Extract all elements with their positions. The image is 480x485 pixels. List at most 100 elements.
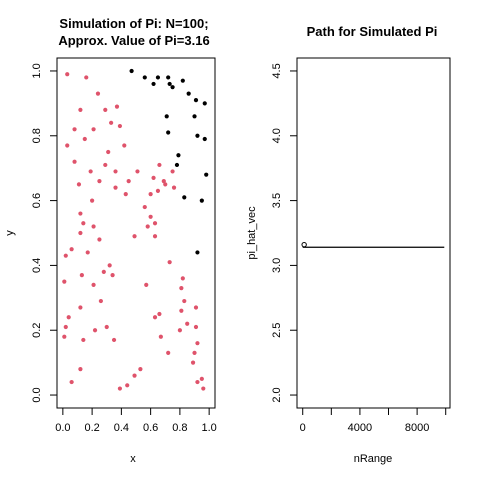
line-y-tick-label: 2.0: [271, 387, 283, 402]
point-inside: [78, 107, 83, 112]
point-outside: [180, 78, 185, 83]
scatter-x-tick-label: 0.4: [114, 422, 129, 434]
point-inside: [182, 298, 187, 304]
line-x-tick-label: 8000: [405, 422, 429, 434]
point-inside: [97, 179, 102, 184]
point-inside: [81, 221, 86, 226]
point-inside: [110, 273, 115, 278]
point-inside: [193, 305, 199, 310]
line-plot-frame: [296, 57, 451, 409]
scatter-x-tick-label: 0.6: [143, 422, 158, 434]
point-inside: [65, 72, 70, 77]
point-inside: [152, 315, 158, 320]
point-inside: [142, 204, 147, 210]
point-outside: [155, 75, 161, 80]
point-inside: [138, 367, 143, 372]
point-inside: [63, 253, 68, 258]
point-inside: [199, 376, 204, 381]
point-inside: [78, 367, 83, 372]
scatter-title: Simulation of Pi: N=100;: [59, 16, 208, 31]
scatter-x-tick-label: 1.0: [201, 422, 216, 434]
point-inside: [72, 159, 77, 164]
point-inside: [69, 379, 74, 385]
scatter-y-tick-label: 0.8: [31, 128, 43, 143]
scatter-y-axis: 0.0 0.2 0.4 0.6 0.8 1.0: [31, 63, 58, 403]
point-inside: [106, 149, 111, 155]
point-outside: [195, 250, 200, 255]
point-inside: [157, 311, 162, 317]
line-y-tick-label: 3.5: [271, 193, 283, 208]
point-inside: [148, 214, 153, 219]
point-inside: [81, 337, 86, 343]
point-inside: [97, 237, 102, 242]
point-inside: [157, 162, 162, 168]
line-y-axis: 2.0 2.5 3.0 3.5 4.0 4.5: [271, 63, 298, 403]
point-inside: [69, 247, 74, 252]
point-inside: [91, 282, 96, 287]
point-inside: [95, 91, 101, 96]
point-inside: [195, 379, 200, 385]
point-inside: [78, 305, 83, 310]
point-inside: [190, 360, 196, 365]
point-inside: [152, 221, 158, 226]
point-outside: [192, 114, 197, 119]
scatter-y-tick-label: 1.0: [31, 63, 43, 78]
scatter-x-tick-label: 0.8: [172, 422, 187, 434]
point-inside: [62, 279, 67, 284]
point-inside: [192, 350, 197, 356]
scatter-y-tick-label: 0.6: [31, 193, 43, 208]
point-outside: [176, 153, 181, 158]
point-inside: [180, 276, 185, 281]
point-inside: [84, 75, 89, 80]
point-inside: [111, 337, 117, 343]
scatter-y-tick-label: 0.0: [31, 387, 43, 402]
point-inside: [126, 179, 131, 184]
point-inside: [103, 107, 108, 112]
point-inside: [92, 328, 98, 333]
point-inside: [78, 211, 83, 216]
point-outside: [195, 133, 200, 138]
scatter-xlabel: x: [130, 453, 136, 465]
point-inside: [63, 324, 68, 330]
point-inside: [167, 260, 172, 265]
point-inside: [117, 386, 123, 391]
point-inside: [132, 373, 137, 378]
point-outside: [166, 75, 171, 80]
point-inside: [76, 182, 82, 187]
point-inside: [113, 185, 118, 190]
point-outside: [202, 136, 207, 142]
line-title: Path for Simulated Pi: [307, 24, 438, 39]
point-inside: [85, 250, 90, 255]
point-inside: [148, 192, 153, 197]
line-panel: Path for Simulated Pi 0 4000 8000 2.0 2.5 3.…: [246, 24, 451, 465]
point-inside: [179, 308, 184, 313]
point-outside: [129, 68, 134, 74]
scatter-x-tick-label: 0.2: [84, 422, 99, 434]
point-inside: [113, 169, 118, 174]
point-inside: [72, 127, 77, 132]
point-inside: [122, 143, 127, 148]
point-outside: [142, 75, 147, 80]
point-inside: [114, 104, 120, 109]
point-inside: [125, 383, 130, 388]
point-outside: [174, 162, 180, 168]
point-inside: [62, 334, 67, 339]
point-outside: [186, 91, 191, 96]
point-outside: [204, 172, 209, 177]
point-inside: [166, 350, 171, 356]
point-inside: [65, 143, 70, 148]
point-inside: [90, 198, 95, 203]
point-inside: [158, 334, 163, 339]
point-outside: [202, 101, 207, 106]
point-outside: [166, 130, 171, 135]
scatter-subtitle: Approx. Value of Pi=3.16: [58, 33, 209, 48]
point-inside: [82, 136, 87, 142]
line-xlabel: nRange: [354, 453, 393, 465]
point-inside: [107, 263, 112, 268]
point-outside: [193, 98, 199, 103]
line-y-tick-label: 4.5: [271, 63, 283, 78]
point-inside: [179, 285, 184, 291]
point-inside: [98, 298, 103, 304]
point-inside: [195, 341, 200, 346]
